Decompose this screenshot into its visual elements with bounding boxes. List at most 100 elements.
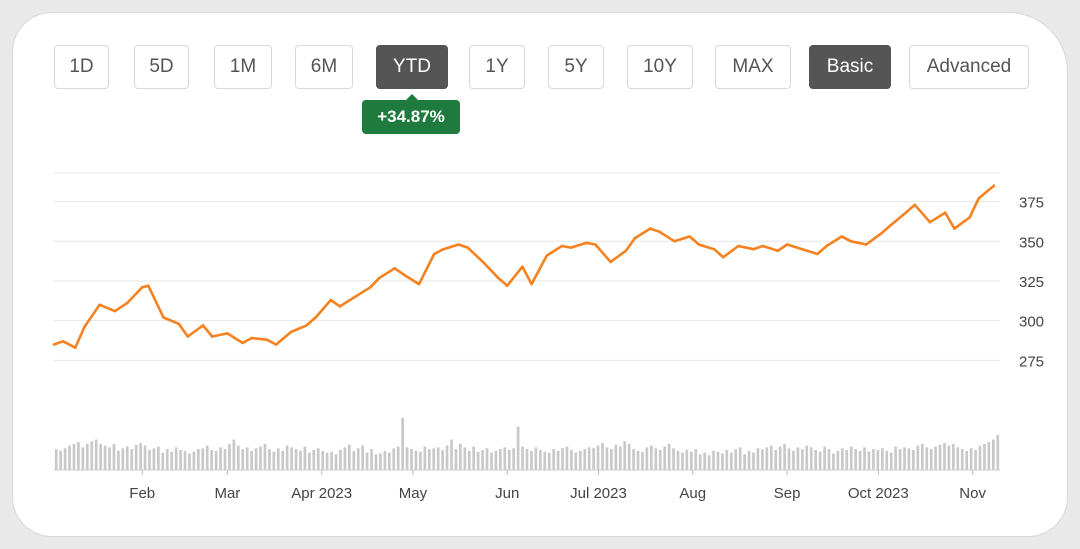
volume-bar [374,454,378,470]
volume-bar [405,447,409,470]
volume-bar [925,447,929,470]
volume-bar [787,448,791,470]
volume-bar [685,449,689,470]
volume-bar [463,447,467,470]
price-point [496,276,500,280]
volume-bar [761,449,764,470]
volume-bar [165,449,169,470]
volume-bar [618,446,622,470]
price-point [840,235,844,238]
volume-bar [823,446,826,470]
volume-bar [103,445,107,470]
price-point [481,260,485,264]
volume-bar [281,450,285,470]
volume-bar [459,443,462,470]
volume-bar [801,449,804,470]
volume-bar [490,452,493,470]
view-button-basic[interactable]: Basic [809,45,891,89]
volume-bar [987,442,991,470]
volume-bar [690,451,693,470]
volume-bar [201,448,205,470]
volume-bar [889,452,893,470]
price-point [369,286,372,289]
price-point [417,282,421,286]
volume-bar [419,451,422,470]
range-button-1m[interactable]: 1M [214,45,272,89]
volume-bar [756,448,760,470]
volume-bar [654,448,658,470]
volume-bar [978,445,982,470]
price-point [83,325,86,329]
volume-bar [578,450,582,470]
volume-bar [738,447,742,470]
volume-bar [672,448,675,470]
volume-bar [250,450,253,470]
volume-bar [774,449,778,470]
volume-bar [85,443,89,470]
x-tick-label: Apr 2023 [291,485,352,502]
view-button-advanced[interactable]: Advanced [909,45,1029,89]
volume-bar [467,450,471,470]
price-point [585,241,588,245]
volume-bar [450,439,453,470]
range-button-5d[interactable]: 5D [134,45,189,89]
price-point [432,252,436,256]
volume-bar [481,449,484,470]
price-point [633,236,637,240]
range-button-10y[interactable]: 10Y [627,45,693,89]
volume-bar [610,449,613,470]
volume-bar [814,449,818,470]
volume-bar [898,449,902,470]
price-point [992,184,996,187]
volume-bar [956,447,960,470]
volume-bar [858,450,862,470]
price-point [210,335,214,338]
volume-bar [139,443,142,470]
volume-bar [157,446,160,470]
price-point [864,243,868,246]
x-tick-label: Mar [214,485,240,502]
volume-bar [503,447,507,470]
volume-bar [752,452,755,470]
price-point [457,243,460,246]
range-button-ytd[interactable]: YTD [376,45,448,89]
price-point [776,249,780,253]
range-button-1d[interactable]: 1D [54,45,109,89]
range-button-1y[interactable]: 1Y [469,45,525,89]
volume-bar [387,452,391,470]
volume-bar [983,443,986,470]
x-tick-label: Aug [679,485,706,502]
y-tick-label: 275 [1019,353,1044,370]
volume-bar [743,454,746,470]
volume-bar [192,451,196,470]
volume-bar [308,452,311,470]
volume-bar [574,452,578,470]
price-point [305,324,308,327]
price-point [140,286,144,289]
volume-bar [912,449,915,470]
volume-bar [556,450,560,470]
range-button-max[interactable]: MAX [715,45,791,89]
price-point [125,301,129,305]
volume-bar [174,447,178,470]
volume-bar [712,450,715,470]
price-point [521,265,524,268]
volume-bar [547,452,551,470]
volume-bar [290,447,293,470]
volume-bar [312,449,316,470]
volume-bar [867,451,871,470]
ytd-change-badge: +34.87% [362,100,460,134]
price-point [569,246,573,249]
price-point [943,211,947,214]
price-point [113,309,117,313]
range-button-5y[interactable]: 5Y [548,45,604,89]
volume-bar [325,452,329,470]
volume-bar [125,446,129,470]
volume-bar [285,445,289,470]
range-button-6m[interactable]: 6M [295,45,353,89]
volume-bar [885,450,889,470]
volume-bar [170,451,174,470]
volume-bar [694,449,698,470]
volume-bar [472,446,476,470]
price-point [737,244,740,248]
